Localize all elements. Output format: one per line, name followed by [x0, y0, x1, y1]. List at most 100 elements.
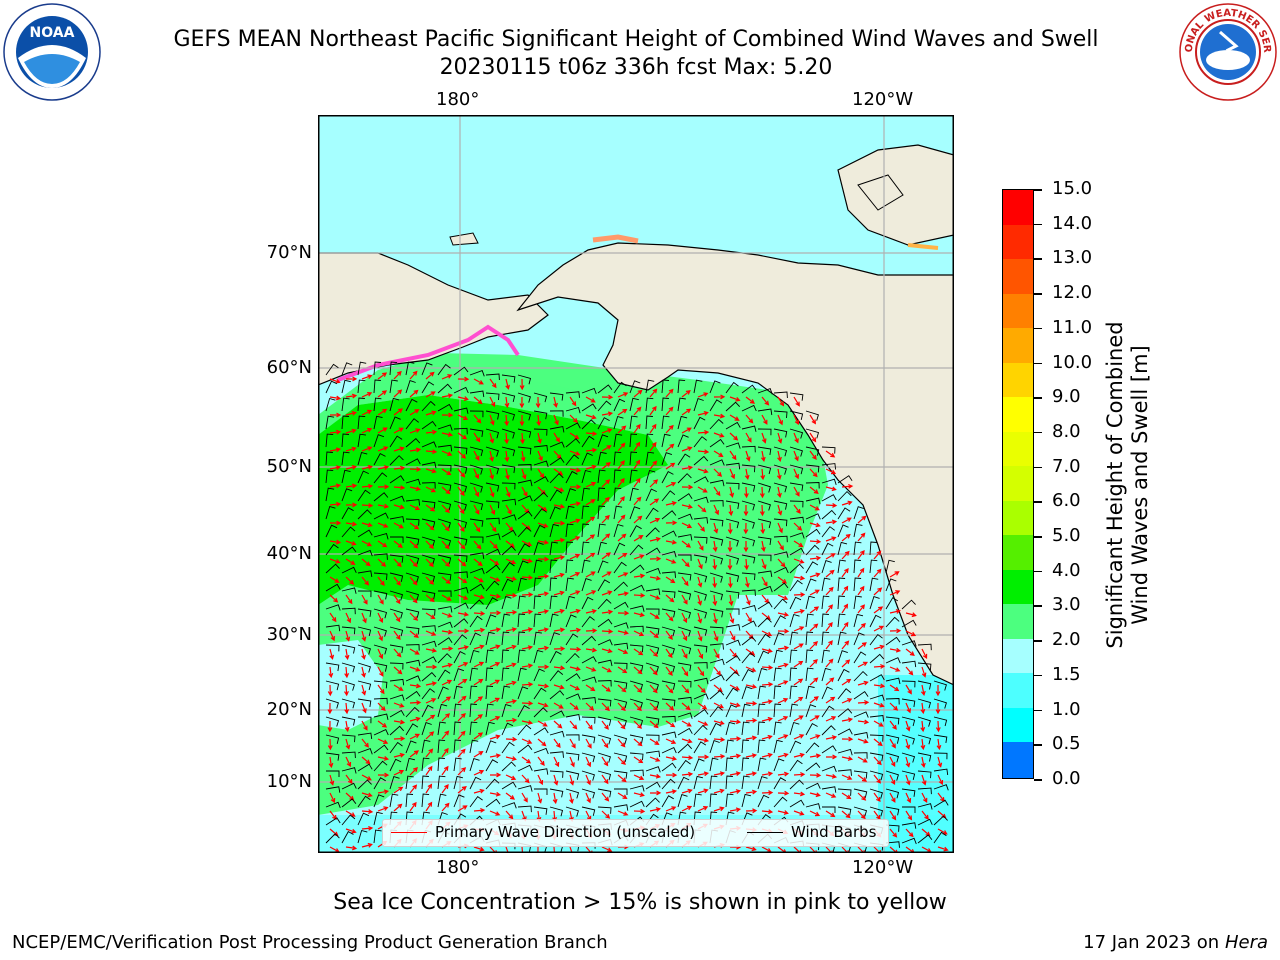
wave-direction-arrow — [537, 774, 544, 786]
wind-barb — [885, 770, 899, 781]
wind-barb — [581, 716, 596, 724]
wind-barb — [581, 697, 597, 704]
wave-direction-arrow — [713, 737, 726, 742]
wave-direction-arrow — [889, 590, 901, 596]
wave-direction-arrow — [649, 756, 661, 762]
wind-barb — [709, 459, 725, 466]
wave-direction-arrow — [553, 432, 560, 443]
wind-barb — [453, 668, 465, 682]
wave-direction-arrow — [457, 645, 470, 650]
wave-direction-arrow — [777, 612, 790, 617]
wind-barb — [773, 615, 786, 628]
wind-barb — [661, 510, 677, 520]
wave-direction-arrow — [809, 659, 818, 668]
wind-barb — [853, 577, 862, 592]
colorbar-tick-mark — [1034, 501, 1042, 503]
wind-barb — [565, 770, 580, 780]
wave-direction-arrow — [665, 702, 675, 711]
wind-barb — [757, 757, 767, 772]
wave-direction-arrow — [743, 522, 749, 535]
wind-barb — [325, 469, 334, 484]
wind-barb — [789, 532, 805, 539]
wave-direction-arrow — [873, 738, 883, 747]
wind-barb — [613, 581, 628, 592]
wave-direction-arrow — [489, 593, 502, 599]
wave-direction-arrow — [920, 738, 926, 751]
wave-direction-arrow — [409, 733, 421, 740]
wave-direction-arrow — [727, 559, 733, 571]
wind-barb — [709, 643, 724, 650]
wave-direction-arrow — [457, 594, 469, 600]
wave-direction-arrow — [585, 396, 596, 403]
wind-barb — [325, 662, 340, 672]
wave-direction-arrow — [697, 504, 707, 513]
wind-barb — [709, 554, 724, 565]
wave-direction-arrow — [793, 810, 805, 816]
wave-direction-arrow — [361, 409, 373, 416]
colorbar-tick-label: 1.0 — [1052, 698, 1081, 720]
wave-direction-arrow — [409, 612, 419, 621]
wave-direction-arrow — [809, 572, 821, 578]
wave-direction-arrow — [329, 594, 339, 603]
colorbar-band — [1003, 259, 1033, 295]
wave-direction-arrow — [809, 810, 821, 817]
wave-direction-arrow — [329, 576, 340, 583]
wave-direction-arrow — [825, 586, 834, 596]
wave-direction-arrow — [569, 553, 581, 560]
wind-barb — [725, 500, 740, 510]
wind-barb — [437, 500, 452, 511]
wind-barb — [821, 686, 833, 700]
wind-barb — [501, 464, 516, 474]
wave-direction-arrow — [665, 558, 677, 564]
wind-barb — [501, 703, 512, 718]
wave-direction-arrow — [345, 828, 357, 834]
footer-date: 17 Jan 2023 on Hera — [1083, 932, 1268, 953]
wind-barb — [581, 615, 595, 628]
wind-barb — [917, 770, 932, 779]
wave-direction-arrow — [377, 576, 385, 586]
wind-barb — [837, 490, 852, 502]
wave-direction-arrow — [377, 684, 385, 695]
wind-barb — [693, 590, 707, 601]
wave-direction-arrow — [393, 465, 406, 471]
wind-barb — [389, 776, 400, 790]
wave-direction-arrow — [569, 666, 581, 672]
wind-barb — [421, 554, 435, 565]
wave-direction-arrow — [744, 558, 749, 571]
wave-direction-arrow — [473, 714, 483, 722]
wind-barb — [629, 644, 644, 653]
wave-direction-arrow — [361, 809, 374, 815]
wave-direction-arrow — [728, 504, 734, 517]
wind-barb — [325, 833, 340, 844]
lat-label-30n: 30°N — [266, 624, 312, 645]
wave-direction-arrow — [329, 447, 342, 453]
wind-barb — [613, 698, 628, 709]
wave-direction-arrow — [537, 432, 542, 444]
wind-barb — [485, 500, 500, 509]
wave-direction-arrow — [457, 713, 466, 722]
wave-direction-arrow — [519, 396, 525, 409]
wind-barb — [677, 696, 693, 704]
wind-barb — [741, 757, 750, 772]
wave-direction-arrow — [776, 468, 782, 481]
wave-direction-arrow — [873, 625, 884, 632]
wind-barb — [757, 388, 773, 395]
footer-host: Hera — [1224, 932, 1268, 953]
wind-barb — [325, 433, 334, 448]
wave-direction-arrow — [489, 558, 500, 566]
wave-direction-arrow — [713, 413, 726, 419]
wave-direction-arrow — [361, 738, 369, 748]
wave-direction-arrow — [569, 518, 581, 524]
wind-barb — [405, 675, 421, 682]
wave-direction-arrow — [393, 427, 404, 434]
wave-direction-arrow — [793, 540, 804, 548]
wind-barb — [325, 734, 340, 745]
wind-barb — [821, 577, 831, 592]
wind-barb — [517, 560, 529, 574]
wind-barb — [565, 438, 581, 448]
wind-barb — [533, 649, 544, 664]
wave-direction-arrow — [697, 684, 706, 694]
wind-barb — [597, 417, 610, 430]
wind-barb — [645, 716, 660, 725]
wind-barb — [629, 680, 644, 691]
